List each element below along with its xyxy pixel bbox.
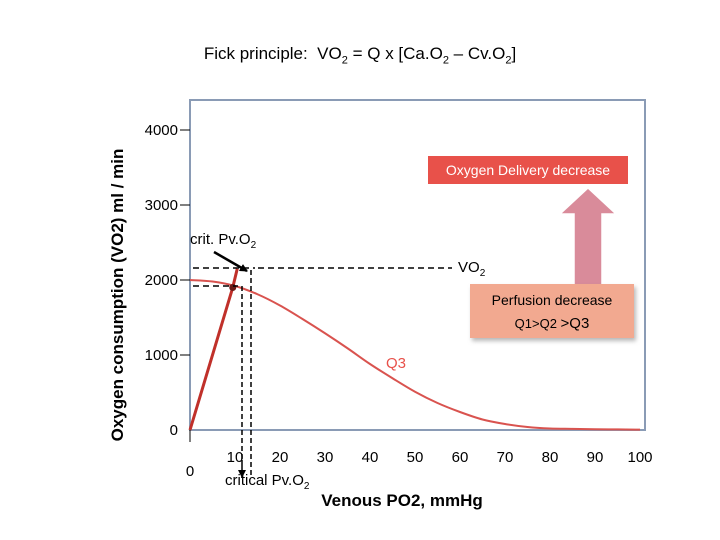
x-tick-label: 80	[542, 449, 559, 466]
q3-label: Q3	[386, 355, 406, 372]
chart-title: Fick principle: VO2 = Q x [Ca.O2 – Cv.O2…	[203, 44, 517, 67]
perfusion-text-line1: Perfusion decrease	[492, 292, 613, 308]
plot-frame	[189, 99, 646, 431]
x-tick-label: 100	[627, 449, 652, 466]
crit-pvo2-label: crit. Pv.O2	[190, 231, 257, 251]
x-tick-label: 40	[362, 449, 379, 466]
oxygen-delivery-box	[428, 156, 628, 184]
crit-pointer-arrow	[213, 250, 248, 273]
up-arrow-icon	[558, 186, 618, 301]
y-tick-label: 2000	[145, 272, 178, 289]
vo2-label: VO2	[458, 259, 486, 279]
y-tick-label: 3000	[145, 197, 178, 214]
x-tick-label: 20	[272, 449, 289, 466]
perfusion-decrease-box	[470, 284, 634, 338]
critical-point-marker	[229, 284, 237, 291]
x-tick-label: 60	[452, 449, 469, 466]
series-q3-curve	[189, 279, 641, 431]
x-tick-label: 70	[497, 449, 514, 466]
perfusion-text-line2: Q1>Q2 >Q3	[515, 315, 590, 332]
x-tick-label: 0	[186, 463, 194, 480]
supply-dependent-line	[188, 268, 239, 431]
y-tick-label: 4000	[145, 122, 178, 139]
y-tick-label: 0	[170, 422, 178, 439]
x-tick-label: 50	[407, 449, 424, 466]
x-tick-label: 90	[587, 449, 604, 466]
x-tick-label: 30	[317, 449, 334, 466]
x-axis-label: Venous PO2, mmHg	[321, 491, 483, 510]
oxygen-delivery-text: Oxygen Delivery decrease	[446, 162, 610, 178]
y-tick-label: 1000	[145, 347, 178, 364]
critical-pvo2-label: critical Pv.O2	[225, 472, 310, 492]
x-tick-label: 10	[227, 449, 244, 466]
